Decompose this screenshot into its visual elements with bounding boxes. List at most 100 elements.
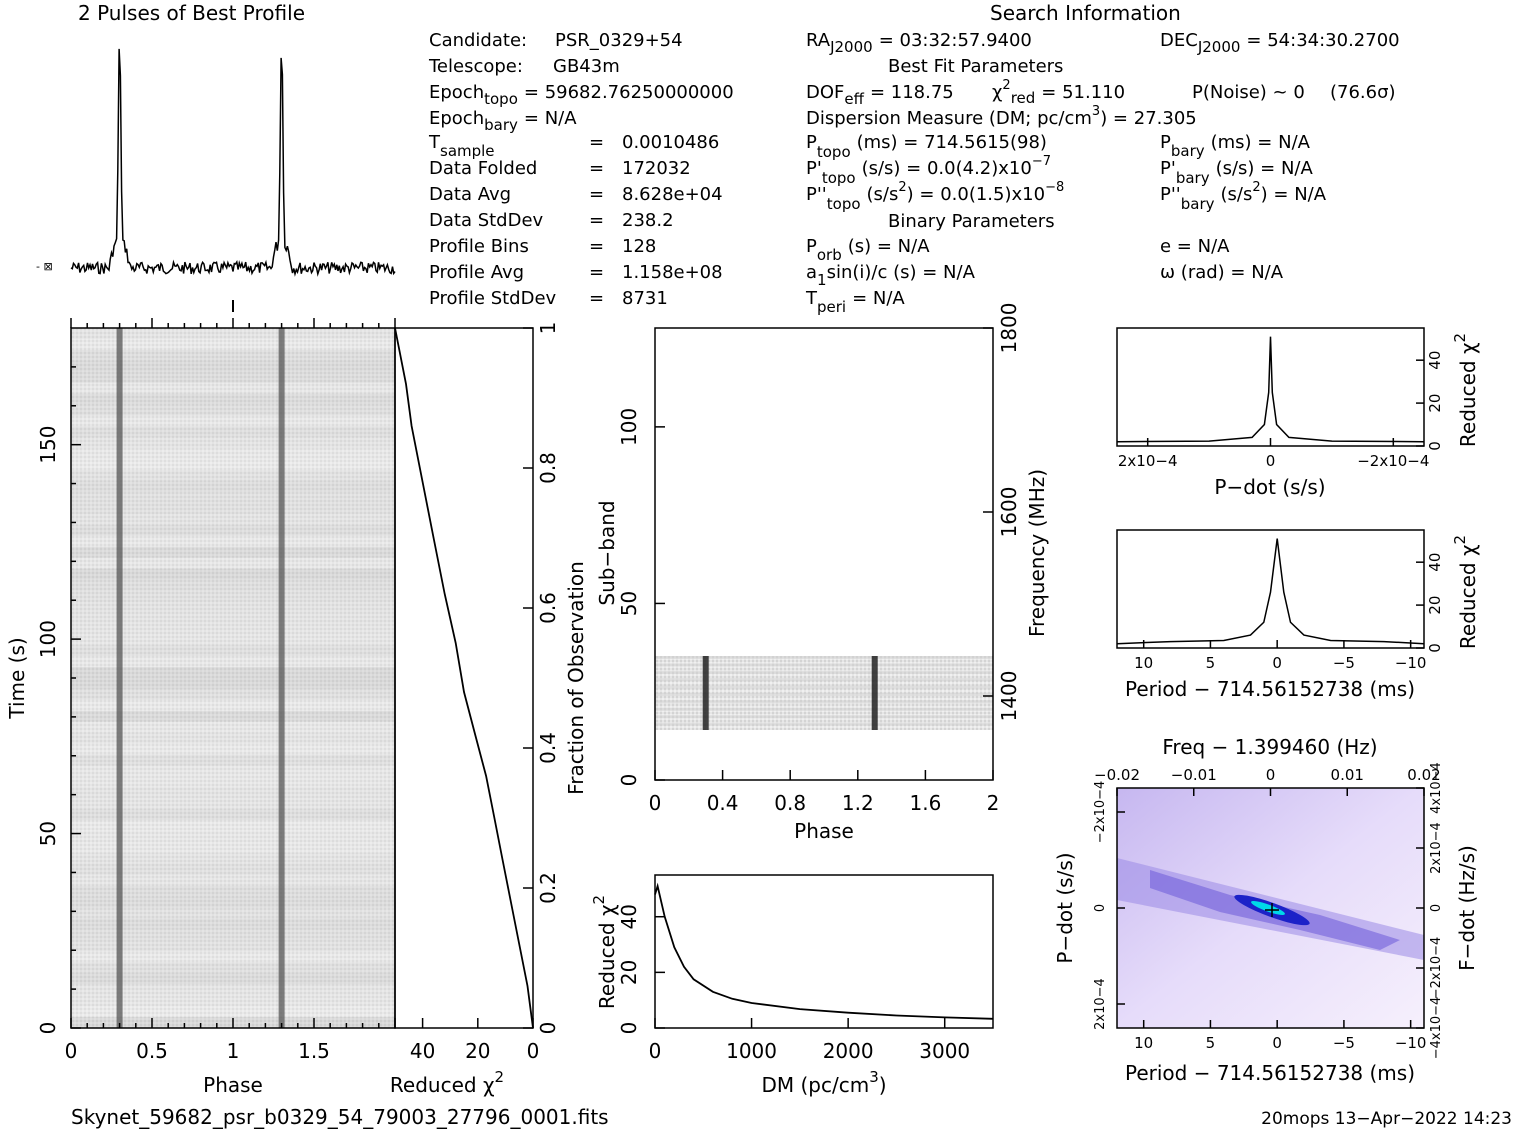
epoch-bary-sub: bary (484, 116, 518, 134)
time-phase-xtick: 1.5 (298, 1039, 330, 1063)
time-phase-row (71, 656, 395, 667)
time-phase-row (71, 382, 395, 394)
svg-text:P'topo(s/s) = 0.0(4.2)x10−7: P'topo (s/s) = 0.0(4.2)x10−7 (806, 154, 1051, 187)
dec-value: = 54:34:30.2700 (1246, 30, 1399, 51)
dm-xlabel-sup: 3 (869, 1068, 879, 1086)
tsample-value: 0.0010486 (622, 132, 719, 153)
ppdot-xtick: 5 (1206, 1034, 1216, 1052)
porb-value: (s) = N/A (848, 236, 930, 257)
pddbary-label: P'' (1160, 184, 1181, 205)
svg-text:Dispersion Measure (DM; pc/cm3: Dispersion Measure (DM; pc/cm3) = 27.305 (806, 104, 1197, 129)
svg-text:a1sin(i)/c (s) = N/A: a1sin(i)/c (s) = N/A (806, 262, 976, 289)
time-phase-row (71, 623, 395, 635)
svg-text:DOFeff= 118.75: DOFeff = 118.75 (806, 82, 954, 108)
subband-pulse-2 (871, 656, 878, 730)
period-ytick: 40 (1426, 553, 1444, 572)
omega-text: ω (rad) = N/A (1160, 262, 1284, 283)
subband-ylabel: Sub−band (595, 500, 619, 605)
dm-axes: 0 1000 2000 3000 0 20 40 (617, 904, 970, 1063)
footer-stamp: 20mops 13−Apr−2022 14:23 (1261, 1109, 1512, 1129)
time-phase-row (71, 568, 395, 580)
dm-ytick: 40 (617, 904, 641, 929)
svg-text:P''bary(s/s2) = N/A: P''bary (s/s2) = N/A (1160, 180, 1327, 213)
ppdot-panel: 10 5 0 −5 −10 −0.02 −0.01 0 0.01 0.02 2x10−4 0 −2x10… (1053, 735, 1479, 1085)
subband-row (655, 685, 993, 689)
tperi-label: T (805, 288, 818, 309)
pddtopo-value2: ) = 0.0(1.5)x10 (907, 184, 1045, 205)
svg-text:Reduced χ2: Reduced χ2 (390, 1068, 504, 1097)
binary-title: Binary Parameters (888, 211, 1055, 232)
svg-text:DECJ2000= 54:34:30.2700: DECJ2000 = 54:34:30.2700 (1160, 30, 1400, 56)
pddtopo-sub: topo (827, 195, 861, 213)
profile-bins-label: Profile Bins (429, 236, 529, 257)
time-axis-label: Time (s) (5, 637, 29, 719)
data-folded-eq: = (589, 158, 604, 179)
epoch-topo-value: = 59682.76250000000 (524, 82, 734, 103)
ppdot-x2tick: 0.01 (1331, 766, 1364, 784)
tsample-sub: sample (440, 142, 495, 160)
time-phase-row (71, 809, 395, 821)
pddbary-sup: 2 (1252, 180, 1260, 195)
subband-xtick: 0.8 (774, 791, 806, 815)
profile-stddev-eq: = (589, 288, 604, 309)
ppdot-x2tick: −0.02 (1094, 766, 1140, 784)
time-phase-row (71, 349, 395, 361)
time-phase-row (71, 863, 395, 875)
chi2-fraction-line (394, 327, 534, 1029)
best-fit-title: Best Fit Parameters (888, 56, 1063, 77)
time-phase-row (71, 743, 395, 755)
ptopo-sub: topo (817, 143, 851, 161)
time-phase-row (71, 415, 395, 427)
dm-value: ) = 27.305 (1100, 108, 1197, 129)
subband-row (655, 700, 993, 704)
profile-bins-eq: = (589, 236, 604, 257)
fraction-ytick: 0.2 (536, 872, 560, 904)
time-phase-row (71, 481, 395, 492)
svg-text:RAJ2000= 03:32:57.9400: RAJ2000 = 03:32:57.9400 (806, 30, 1032, 56)
time-phase-axes: 0 0.5 1 1.5 0 50 100 150 (36, 318, 396, 1063)
fraction-ytick: 0.6 (536, 592, 560, 624)
subband-ytick: 50 (617, 591, 641, 616)
period-xtick: −10 (1395, 654, 1427, 672)
dof-label: DOF (806, 82, 844, 103)
profile-line (70, 48, 396, 277)
dec-label: DEC (1160, 30, 1198, 51)
tperi-sub: peri (817, 298, 846, 316)
footer-filename: Skynet_59682_psr_b0329_54_79003_27796_00… (71, 1105, 609, 1129)
subband-panel: 0 0.4 0.8 1.2 1.6 2 0 50 100 1400 1600 1800 Phase S… (595, 303, 1049, 843)
time-phase-row (71, 1006, 395, 1017)
period-ytick: 20 (1426, 596, 1444, 615)
ppdot-y2tick: 4x10−4 (1429, 762, 1444, 814)
period-xtick: 0 (1272, 654, 1282, 672)
chi2-fraction-xlabel: Reduced χ (390, 1073, 495, 1097)
dof-sub: eff (844, 90, 864, 108)
profile-title: 2 Pulses of Best Profile (78, 1, 305, 25)
time-phase-row (71, 885, 395, 897)
dm-xtick: 2000 (823, 1039, 874, 1063)
pdot-ylabel-sup: 2 (1451, 333, 1469, 343)
pdbary-sub: bary (1176, 169, 1210, 187)
time-phase-panel: 0 0.5 1 1.5 0 50 100 150 Phase Time (s) (5, 318, 396, 1097)
chi2-xtick: 20 (465, 1039, 490, 1063)
dm-ytick: 20 (617, 960, 641, 985)
dof-value: = 118.75 (870, 82, 954, 103)
time-phase-row (71, 492, 395, 503)
pdtopo-sup: −7 (1032, 154, 1051, 169)
ptopo-value: (ms) = 714.5615(98) (857, 132, 1047, 153)
dec-sub: J2000 (1197, 38, 1241, 56)
dm-sup: 3 (1092, 104, 1100, 119)
time-phase-row (71, 360, 395, 372)
chi2-sub: red (1011, 89, 1036, 107)
profile-stddev-value: 8731 (622, 288, 668, 309)
ppdot-xtick: 0 (1272, 1034, 1282, 1052)
candidate-info: Candidate: PSR_0329+54 Telescope: GB43m Ep… (428, 30, 734, 309)
chi2-fraction-axes: 40 20 0 0 0.2 0.4 0.6 0.8 1 (410, 322, 560, 1063)
epoch-topo-sub: topo (484, 90, 518, 108)
ppdot-ylabel: P−dot (s/s) (1053, 852, 1077, 963)
time-phase-row (71, 601, 395, 613)
a1-label: a (806, 262, 817, 283)
ppdot-right-label: F−dot (Hz/s) (1455, 845, 1479, 971)
pdot-curve (1116, 336, 1425, 443)
ppdot-best-marker (1265, 903, 1279, 917)
